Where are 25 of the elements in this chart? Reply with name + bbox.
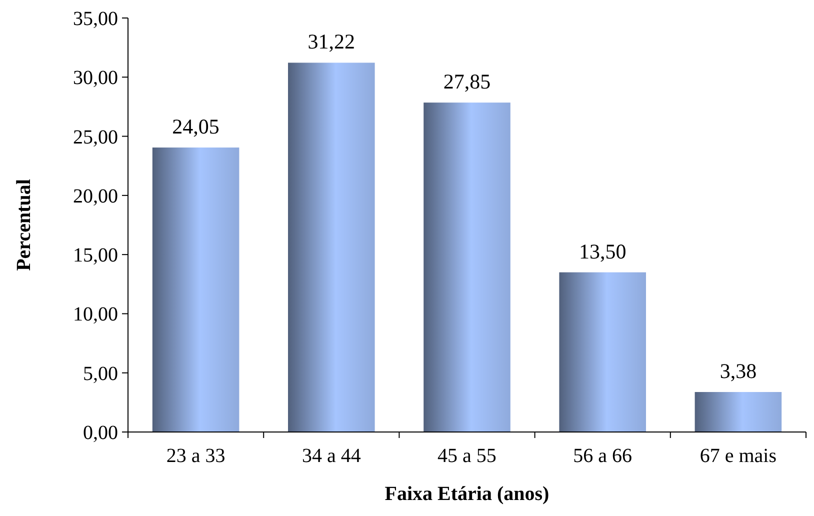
x-tick-label: 45 a 55: [438, 445, 496, 467]
y-tick-label: 15,00: [73, 244, 118, 267]
data-label: 31,22: [308, 30, 356, 54]
y-tick-label: 10,00: [73, 304, 118, 326]
data-label: 24,05: [172, 114, 220, 139]
x-axis-title: Faixa Etária (anos): [384, 483, 550, 505]
bar: [288, 62, 375, 432]
bar: [559, 272, 646, 432]
y-tick-label: 25,00: [73, 126, 118, 148]
bar: [152, 148, 240, 432]
x-tick-label: 34 a 44: [302, 445, 361, 467]
x-tick-label: 23 a 33: [166, 445, 226, 467]
data-label: 13,50: [578, 239, 626, 264]
y-tick-label: 5,00: [83, 362, 118, 385]
y-tick-label: 35,00: [73, 8, 118, 30]
y-tick-label: 20,00: [73, 185, 118, 208]
y-axis-title: Percentual: [13, 178, 35, 271]
data-label: 3,38: [720, 359, 757, 384]
x-tick-label: 56 a 66: [573, 445, 632, 467]
y-tick-label: 30,00: [73, 67, 118, 90]
bar: [694, 392, 782, 432]
x-tick-label: 67 e mais: [700, 445, 777, 467]
data-label: 27,85: [443, 70, 491, 94]
bar: [424, 102, 510, 432]
y-tick-label: 0,00: [83, 422, 118, 444]
